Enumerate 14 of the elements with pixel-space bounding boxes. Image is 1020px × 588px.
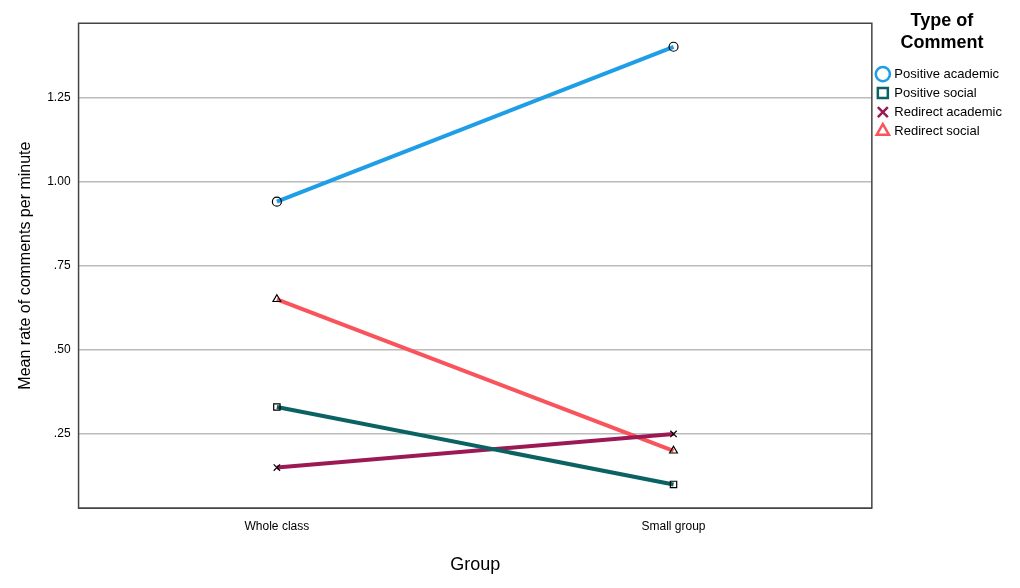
y-tick-label: 1.00 [47,173,71,188]
legend-label: Redirect social [894,122,980,138]
legend-label: Positive social [894,84,977,100]
x-axis-title: Group [450,554,501,575]
legend-label: Redirect academic [894,103,1003,119]
y-tick-label: 1.25 [47,89,71,104]
y-tick-label: .75 [53,257,71,272]
x-tick-label: Small group [641,518,706,533]
y-axis-title: Mean rate of comments per minute [16,141,34,390]
legend-title: Type of Comment [900,9,984,52]
legend-label: Positive academic [894,65,1000,81]
y-tick-label: .50 [53,342,71,357]
y-tick-label: .25 [53,426,71,441]
x-tick-label: Whole class [244,518,310,533]
